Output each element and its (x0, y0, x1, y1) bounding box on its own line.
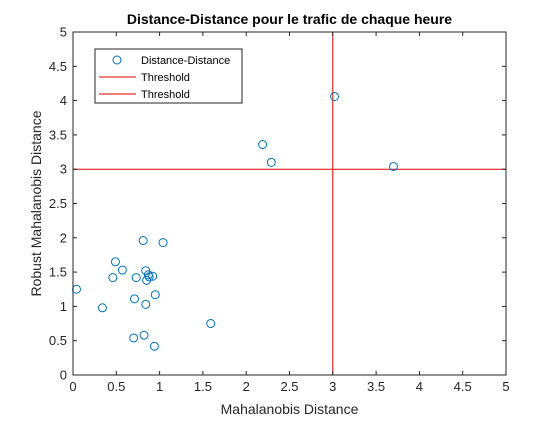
x-tick-label: 2.5 (280, 379, 298, 394)
threshold-lines (73, 32, 506, 375)
x-tick-label: 5 (502, 379, 509, 394)
legend-marker-circle-icon (112, 55, 122, 65)
data-point (388, 161, 398, 171)
data-point (129, 294, 139, 304)
data-point (117, 265, 127, 275)
data-point (138, 236, 148, 246)
chart-title: Distance-Distance pour le trafic de chaq… (127, 11, 452, 27)
data-point (97, 303, 107, 313)
x-tick-label: 1.5 (194, 379, 212, 394)
y-axis-ticks: 0 0.5 1 1.5 2 2.5 3 3.5 4 4.5 5 (49, 25, 506, 383)
x-tick-label: 3 (329, 379, 336, 394)
y-tick-label: 4 (60, 93, 67, 108)
y-tick-label: 3.5 (49, 127, 67, 142)
legend-label-threshold-2: Threshold (141, 89, 190, 101)
data-point (71, 284, 81, 294)
data-point (266, 157, 276, 167)
x-tick-label: 0 (69, 379, 76, 394)
y-tick-label: 5 (60, 25, 67, 40)
data-point (131, 273, 141, 283)
x-tick-label: 3.5 (367, 379, 385, 394)
y-tick-label: 3 (60, 162, 67, 177)
x-tick-label: 2 (243, 379, 250, 394)
data-point (258, 140, 268, 150)
y-tick-label: 1.5 (49, 265, 67, 280)
y-tick-label: 4.5 (49, 59, 67, 74)
x-tick-label: 4.5 (454, 379, 472, 394)
y-tick-label: 2 (60, 230, 67, 245)
legend: Distance-Distance Threshold Threshold (94, 48, 243, 104)
y-tick-label: 1 (60, 299, 67, 314)
data-point (110, 257, 120, 267)
y-tick-label: 0.5 (49, 333, 67, 348)
x-axis-ticks: 0 0.5 1 1.5 2 2.5 3 3.5 4 4.5 5 (69, 32, 510, 394)
data-point (141, 299, 151, 309)
legend-label-distance: Distance-Distance (141, 55, 230, 67)
y-tick-label: 2.5 (49, 196, 67, 211)
y-axis-label: Robust Mahalanobis Distance (28, 110, 44, 296)
data-point (158, 238, 168, 248)
data-point (330, 91, 340, 101)
data-point (144, 272, 154, 282)
legend-label-threshold-1: Threshold (141, 72, 190, 84)
data-point (129, 333, 139, 343)
x-tick-label: 0.5 (107, 379, 125, 394)
x-tick-label: 1 (156, 379, 163, 394)
data-point (150, 290, 160, 300)
x-tick-label: 4 (416, 379, 423, 394)
data-point (206, 319, 216, 329)
y-tick-label: 0 (60, 368, 67, 383)
data-point (139, 330, 149, 340)
data-points (71, 91, 398, 351)
data-point (148, 271, 158, 281)
data-point (149, 341, 159, 351)
data-point (108, 273, 118, 283)
x-axis-label: Mahalanobis Distance (221, 401, 359, 417)
